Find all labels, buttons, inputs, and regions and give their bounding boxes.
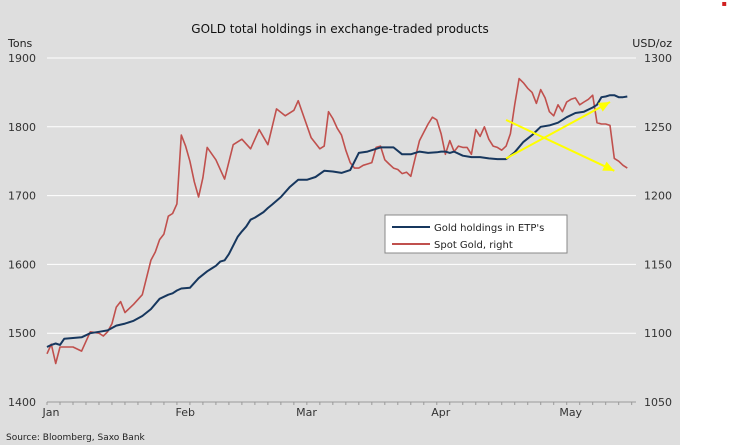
legend-box bbox=[384, 214, 568, 254]
chart-svg: GOLD total holdings in exchange-traded p… bbox=[6, 22, 672, 443]
x-axis-ticks: Jan Feb Mar Apr May bbox=[42, 401, 636, 419]
trend-arrow-0 bbox=[505, 119, 615, 172]
trend-arrows bbox=[505, 101, 615, 172]
series-line-spot bbox=[46, 77, 628, 365]
legend-label-holdings: Gold holdings in ETP's bbox=[434, 223, 544, 234]
trend-arrow-head-1 bbox=[597, 102, 611, 112]
trend-arrow-1 bbox=[505, 101, 611, 160]
x-tick-label: Apr bbox=[431, 406, 451, 419]
right-axis-title: USD/oz bbox=[632, 37, 672, 50]
right-tick-label: 1300 bbox=[644, 52, 672, 65]
right-axis-ticks: 1050 1100 1150 1200 1250 1300 bbox=[644, 52, 672, 409]
left-axis-title: Tons bbox=[7, 37, 33, 50]
corner-mark: ▪ bbox=[721, 0, 727, 8]
left-tick-label: 1700 bbox=[8, 190, 36, 203]
left-tick-label: 1900 bbox=[8, 52, 36, 65]
left-axis-ticks: 1400 1500 1600 1700 1800 1900 bbox=[8, 52, 36, 409]
legend: Gold holdings in ETP's Spot Gold, right bbox=[384, 214, 568, 254]
right-tick-label: 1050 bbox=[644, 396, 672, 409]
right-tick-label: 1250 bbox=[644, 121, 672, 134]
chart-panel: GOLD total holdings in exchange-traded p… bbox=[0, 0, 680, 445]
right-tick-label: 1150 bbox=[644, 258, 672, 271]
trend-arrow-head-0 bbox=[602, 161, 615, 171]
series-lines bbox=[46, 77, 628, 365]
right-tick-label: 1200 bbox=[644, 190, 672, 203]
left-tick-label: 1500 bbox=[8, 327, 36, 340]
x-tick-label: Jan bbox=[42, 406, 60, 419]
series-line-holdings bbox=[46, 94, 628, 348]
left-tick-label: 1400 bbox=[8, 396, 36, 409]
chart-title: GOLD total holdings in exchange-traded p… bbox=[191, 22, 488, 36]
source-note: Source: Bloomberg, Saxo Bank bbox=[6, 433, 146, 443]
x-tick-label: Mar bbox=[296, 406, 317, 419]
left-tick-label: 1800 bbox=[8, 121, 36, 134]
right-tick-label: 1100 bbox=[644, 327, 672, 340]
x-tick-label: May bbox=[559, 406, 582, 419]
x-tick-label: Feb bbox=[176, 406, 195, 419]
left-tick-label: 1600 bbox=[8, 258, 36, 271]
legend-label-spot: Spot Gold, right bbox=[434, 240, 513, 251]
